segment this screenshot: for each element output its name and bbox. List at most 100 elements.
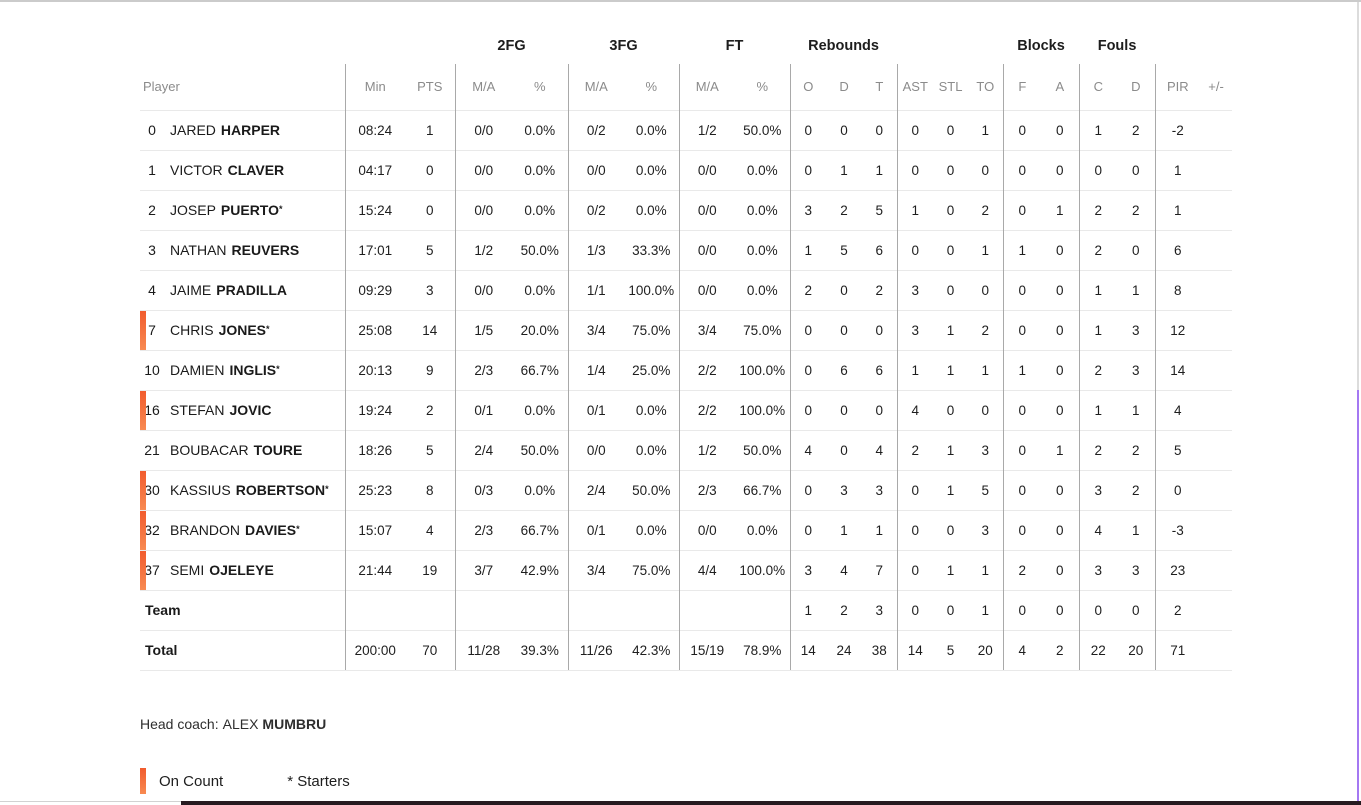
stat-fg3_pct: 75.0%: [624, 549, 680, 590]
stat-ast: 2: [896, 429, 934, 470]
legend-on-court-label: On Count: [159, 772, 224, 790]
jersey-number: 4: [148, 282, 156, 298]
column-header-pts: PTS: [417, 79, 443, 95]
box-score-panel: 2FG 3FG FT Rebounds Blocks Fouls Player …: [140, 28, 1233, 671]
player-last-name: JOVIC: [229, 402, 272, 418]
stat-ft_pct: 0.0%: [735, 229, 791, 270]
jersey-number: 1: [148, 162, 156, 178]
stat-to: 0: [968, 269, 1004, 310]
player-last-name: HARPER: [220, 122, 281, 138]
column-header-row: Player Min PTS M/A % M/A % M/A % O D T A…: [140, 64, 1232, 110]
stat-fg2_ma: 0/3: [454, 469, 512, 510]
stat-blk_f: 4: [1002, 629, 1042, 671]
stat-reb_d: 3: [826, 469, 863, 510]
column-header-reb-d: D: [839, 79, 849, 95]
stat-min: [344, 589, 405, 630]
stat-blk_a: 0: [1041, 229, 1080, 270]
stat-pm: [1200, 349, 1233, 390]
stat-foul_d: 0: [1117, 149, 1156, 190]
column-header-stl: STL: [938, 79, 963, 95]
scrollbar-thumb[interactable]: [1357, 390, 1359, 805]
team-row: Team 1 2 3 0 0 1 0 0 0 0 2: [140, 589, 1233, 630]
player-cell: Total: [140, 629, 345, 671]
stat-fg2_pct: 42.9%: [512, 549, 569, 590]
stat-pir: 23: [1154, 549, 1201, 590]
stat-ft_pct: 100.0%: [735, 349, 791, 390]
stat-stl: 1: [933, 349, 969, 390]
jersey-number: 0: [148, 122, 156, 138]
stat-fg3_ma: 0/1: [567, 389, 625, 430]
coach-first-name: ALEX: [222, 716, 259, 732]
column-header-2fg-ma: M/A: [454, 64, 512, 110]
coach-last-name: MUMBRU: [262, 716, 327, 732]
stat-blk_a: 2: [1041, 629, 1080, 671]
player-cell: 2 JOSEP PUERTO*: [140, 189, 345, 230]
starter-mark: *: [296, 524, 300, 534]
stat-fg3_pct: 0.0%: [624, 149, 680, 190]
stat-ft_pct: 100.0%: [735, 549, 791, 590]
stat-blk_f: 0: [1002, 429, 1042, 470]
stat-reb_d: 1: [826, 149, 863, 190]
stat-foul_c: 1: [1078, 109, 1118, 150]
player-row: 32 BRANDON DAVIES* 15:07 4 2/3 66.7% 0/1 0.0% 0/0…: [140, 509, 1233, 550]
player-cell: 37 SEMI OJELEYE: [140, 549, 345, 590]
stat-reb_d: 2: [826, 189, 863, 230]
stat-reb_t: 0: [862, 389, 898, 430]
player-first-name: NATHAN: [170, 242, 227, 258]
stat-stl: 1: [933, 429, 969, 470]
player-cell: 21 BOUBACAR TOURE: [140, 429, 345, 470]
stat-fg3_pct: 100.0%: [624, 269, 680, 310]
stat-blk_f: 0: [1002, 109, 1042, 150]
stat-blk_a: 0: [1041, 509, 1080, 550]
column-header-reb-o: O: [789, 64, 827, 110]
player-first-name: CHRIS: [170, 322, 214, 338]
stat-reb_o: 0: [789, 109, 827, 150]
jersey-number: 16: [144, 402, 160, 418]
stat-reb_d: 0: [826, 109, 863, 150]
stat-stl: 0: [933, 109, 969, 150]
stat-foul_d: 3: [1117, 349, 1156, 390]
stat-reb_o: 4: [789, 429, 827, 470]
stat-fg2_ma: 11/28: [454, 629, 512, 671]
player-last-name: TOURE: [253, 442, 303, 458]
stat-fg2_pct: 50.0%: [512, 229, 569, 270]
stat-fg3_pct: 42.3%: [624, 629, 680, 671]
stat-pir: 4: [1154, 389, 1201, 430]
stat-reb_t: 0: [862, 309, 898, 350]
stat-pir: 1: [1154, 189, 1201, 230]
stat-reb_o: 0: [789, 149, 827, 190]
stat-reb_t: 7: [862, 549, 898, 590]
player-row: 10 DAMIEN INGLIS* 20:13 9 2/3 66.7% 1/4 25.0% 2/2…: [140, 349, 1233, 390]
stat-blk_a: 0: [1041, 149, 1080, 190]
stat-reb_o: 0: [789, 469, 827, 510]
stat-foul_c: 2: [1078, 429, 1118, 470]
stat-foul_d: 2: [1117, 469, 1156, 510]
player-cell: 10 DAMIEN INGLIS*: [140, 349, 345, 390]
stat-foul_c: 1: [1078, 389, 1118, 430]
stat-pts: 8: [405, 469, 455, 510]
stat-ft_ma: 4/4: [678, 549, 736, 590]
stat-reb_d: 1: [826, 509, 863, 550]
stat-reb_o: 2: [789, 269, 827, 310]
group-header-row: 2FG 3FG FT Rebounds Blocks Fouls: [140, 28, 1232, 64]
stat-blk_f: 0: [1002, 469, 1042, 510]
stat-fg2_ma: 1/2: [454, 229, 512, 270]
stat-pts: 14: [405, 309, 455, 350]
column-header-ft-ma: M/A: [678, 64, 736, 110]
stat-pir: 5: [1154, 429, 1201, 470]
stat-foul_c: 2: [1078, 349, 1118, 390]
stat-foul_c: 4: [1078, 509, 1118, 550]
stat-fg3_ma: 0/1: [567, 509, 625, 550]
stat-blk_a: 1: [1041, 189, 1080, 230]
player-cell: 1 VICTOR CLAVER: [140, 149, 345, 190]
stat-to: 1: [968, 229, 1004, 270]
stat-stl: 0: [933, 589, 969, 630]
stat-min: 17:01: [344, 229, 405, 270]
stat-pir: 2: [1154, 589, 1201, 630]
stat-fg3_pct: 50.0%: [624, 469, 680, 510]
stat-reb_t: 0: [862, 109, 898, 150]
stat-min: 19:24: [344, 389, 405, 430]
stat-fg2_pct: 0.0%: [512, 389, 569, 430]
stat-reb_t: 6: [862, 229, 898, 270]
stat-reb_t: 3: [862, 469, 898, 510]
